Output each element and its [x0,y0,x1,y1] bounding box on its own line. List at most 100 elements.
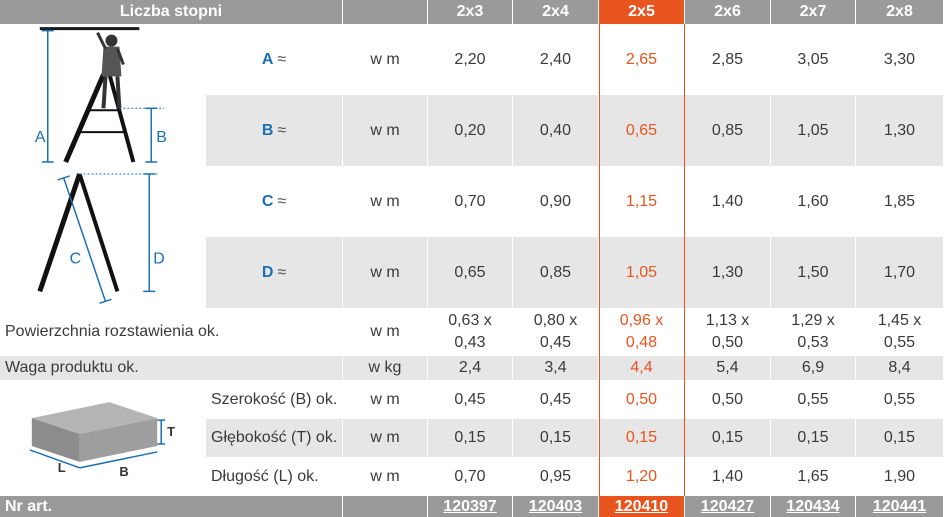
footprint-value-3: 1,13 x 0,50 [685,308,771,356]
label-c: C [70,251,82,268]
label-a: A [35,129,46,146]
package-unit-0: w m [343,380,428,419]
header-size-5: 2x8 [856,0,944,24]
package-value-1-4: 0,15 [771,419,856,457]
dim-value-d-4: 1,50 [771,237,856,308]
dim-value-b-1: 0,40 [513,95,599,166]
header-title: Liczba stopni [0,0,343,24]
article-cell-3: 120427 [685,496,771,517]
dim-unit: w m [343,95,428,166]
footer-label: Nr art. [0,496,343,517]
weight-label: Waga produktu ok. [0,356,343,380]
package-value-2-0: 0,70 [428,457,513,496]
footprint-value-bottom: 0,43 [454,334,486,351]
package-value-1-1: 0,15 [513,419,599,457]
weight-value-0: 2,4 [428,356,513,380]
package-value-2-2: 1,20 [599,457,685,496]
footprint-value-bottom: 0,50 [711,334,744,351]
approx-sign: ≈ [277,192,287,210]
dim-value-c-4: 1,60 [771,166,856,237]
approx-sign: ≈ [277,50,287,68]
package-value-2-1: 0,95 [513,457,599,496]
dim-value-a-2: 2,65 [599,24,685,95]
dim-value-b-2: 0,65 [599,95,685,166]
dim-value-c-0: 0,70 [428,166,513,237]
package-value-0-1: 0,45 [513,380,599,419]
article-number-link[interactable]: 120434 [786,497,840,515]
approx-sign: ≈ [277,121,287,139]
footprint-value-2: 0,96 x 0,48 [599,308,685,356]
package-unit-1: w m [343,419,428,457]
package-value-1-3: 0,15 [685,419,771,457]
footprint-value-4: 1,29 x 0,53 [771,308,856,356]
article-number-link[interactable]: 120427 [700,497,755,515]
article-cell-0: 120397 [428,496,513,517]
package-label-2: Długość (L) ok. [206,457,343,496]
package-unit-2: w m [343,457,428,496]
label-t: T [167,424,175,439]
footprint-value-top: 0,96 x [619,312,664,329]
package-value-0-5: 0,55 [856,380,944,419]
header-size-4: 2x7 [771,0,856,24]
dim-value-a-3: 2,85 [685,24,771,95]
dim-value-b-5: 1,30 [856,95,944,166]
footprint-value-top: 1,13 x [705,312,750,329]
dim-value-d-2: 1,05 [599,237,685,308]
dim-value-c-5: 1,85 [856,166,944,237]
dim-letter: B [261,121,274,139]
footprint-value-top: 1,45 x [877,312,922,329]
dim-value-c-1: 0,90 [513,166,599,237]
weight-value-3: 5,4 [685,356,771,380]
dim-letter: C [261,192,274,210]
package-value-1-5: 0,15 [856,419,944,457]
footprint-unit: w m [343,308,428,356]
dim-value-a-0: 2,20 [428,24,513,95]
footprint-value-top: 0,63 x [448,312,492,329]
ladder-illustration-cell: A B C [0,24,206,308]
weight-value-2: 4,4 [599,356,685,380]
footprint-value-5: 1,45 x 0,55 [856,308,944,356]
article-number-link[interactable]: 120410 [614,497,669,515]
footprint-value-bottom: 0,53 [797,334,829,351]
header-size-0: 2x3 [428,0,513,24]
footprint-value-0: 0,63 x 0,43 [428,308,513,356]
header-size-2: 2x5 [599,0,685,24]
package-value-2-4: 1,65 [771,457,856,496]
dim-label-b: B ≈ [206,95,343,166]
package-label-0: Szerokość (B) ok. [206,380,343,419]
package-value-0-3: 0,50 [685,380,771,419]
dim-label-d: D ≈ [206,237,343,308]
dim-letter: A [261,50,274,68]
ladder-diagram: A B C [35,27,167,305]
package-value-1-2: 0,15 [599,419,685,457]
dim-letter: D [261,263,274,281]
footer-unit-blank [343,496,428,517]
article-number-link[interactable]: 120403 [528,497,583,515]
label-b-package: B [119,464,128,479]
package-illustration-cell: T L B [0,380,206,496]
package-label-1: Głębokość (T) ok. [206,419,343,457]
dim-value-c-3: 1,40 [685,166,771,237]
dim-value-d-3: 1,30 [685,237,771,308]
dim-unit: w m [343,237,428,308]
article-cell-1: 120403 [513,496,599,517]
dim-label-c: C ≈ [206,166,343,237]
footprint-label: Powierzchnia rozstawienia ok. [0,308,343,356]
weight-value-4: 6,9 [771,356,856,380]
article-cell-5: 120441 [856,496,944,517]
package-value-0-4: 0,55 [771,380,856,419]
dim-value-a-4: 3,05 [771,24,856,95]
package-box-diagram: T L B [29,402,175,479]
header-size-3: 2x6 [685,0,771,24]
label-b: B [156,129,167,146]
article-number-link[interactable]: 120441 [872,497,927,515]
header-size-1: 2x4 [513,0,599,24]
dim-value-b-4: 1,05 [771,95,856,166]
dim-value-b-3: 0,85 [685,95,771,166]
dim-value-b-0: 0,20 [428,95,513,166]
dim-value-d-1: 0,85 [513,237,599,308]
dim-value-a-1: 2,40 [513,24,599,95]
article-number-link[interactable]: 120397 [443,497,497,515]
dim-value-d-5: 1,70 [856,237,944,308]
